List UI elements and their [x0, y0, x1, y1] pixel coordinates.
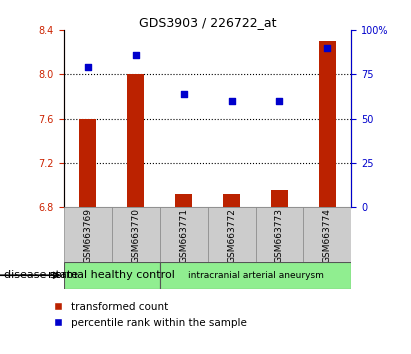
FancyBboxPatch shape	[112, 207, 159, 262]
FancyBboxPatch shape	[159, 207, 208, 262]
Point	[132, 52, 139, 58]
Title: GDS3903 / 226722_at: GDS3903 / 226722_at	[139, 16, 276, 29]
Text: normal healthy control: normal healthy control	[48, 270, 175, 280]
Text: GSM663774: GSM663774	[323, 208, 332, 263]
Text: GSM663770: GSM663770	[131, 208, 140, 263]
Text: GSM663773: GSM663773	[275, 208, 284, 263]
Point	[228, 98, 235, 104]
Text: intracranial arterial aneurysm: intracranial arterial aneurysm	[187, 271, 323, 280]
FancyBboxPatch shape	[64, 262, 159, 289]
Text: disease state: disease state	[4, 270, 78, 280]
FancyBboxPatch shape	[159, 262, 351, 289]
FancyBboxPatch shape	[256, 207, 303, 262]
Text: GSM663772: GSM663772	[227, 208, 236, 263]
Bar	[79, 119, 96, 207]
Legend: transformed count, percentile rank within the sample: transformed count, percentile rank withi…	[48, 298, 251, 332]
Point	[180, 91, 187, 97]
Bar	[319, 41, 336, 207]
Text: GSM663771: GSM663771	[179, 208, 188, 263]
FancyBboxPatch shape	[64, 207, 112, 262]
Point	[84, 64, 91, 70]
Bar	[223, 194, 240, 207]
Point	[276, 98, 283, 104]
Text: GSM663769: GSM663769	[83, 208, 92, 263]
Bar	[175, 194, 192, 207]
FancyBboxPatch shape	[303, 207, 351, 262]
Point	[324, 45, 331, 51]
Bar	[127, 74, 144, 207]
Bar	[271, 190, 288, 207]
FancyBboxPatch shape	[208, 207, 256, 262]
